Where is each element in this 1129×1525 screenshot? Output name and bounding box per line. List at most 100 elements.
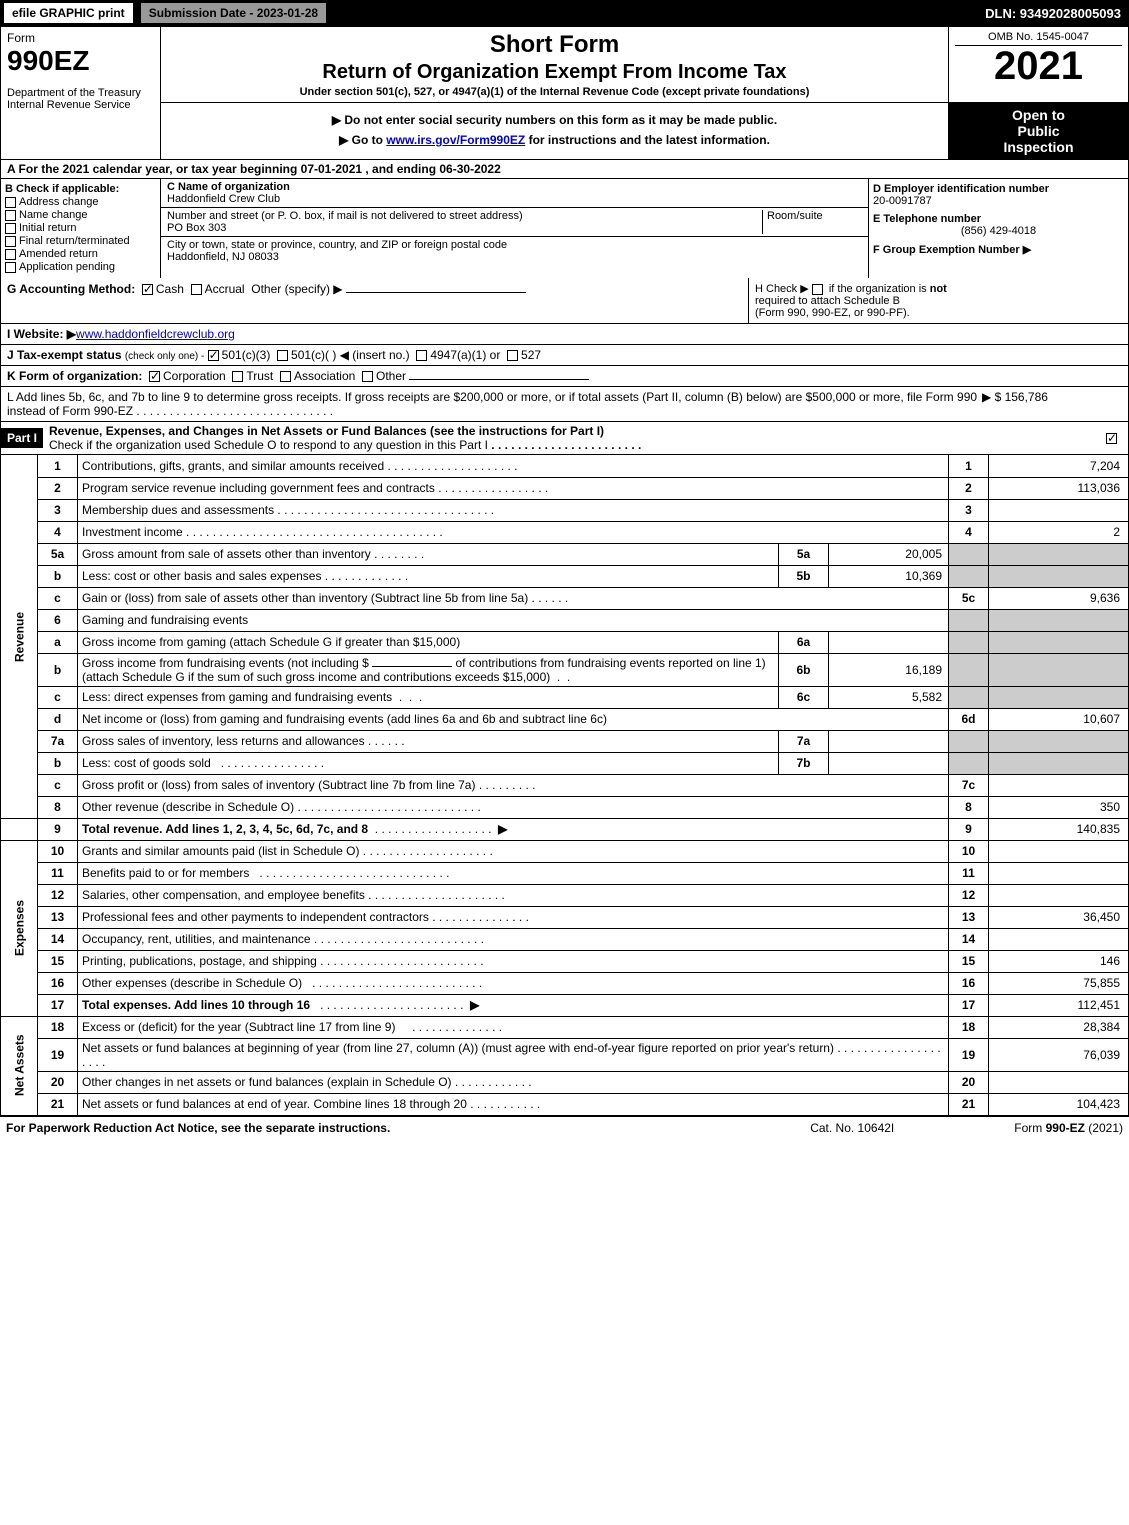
part1-label: Part I (1, 428, 43, 448)
line-10: Expenses 10Grants and similar amounts pa… (1, 840, 1129, 862)
website-link[interactable]: www.haddonfieldcrewclub.org (76, 327, 235, 341)
chk-schedule-b[interactable] (812, 284, 823, 295)
room-suite-label: Room/suite (762, 210, 862, 234)
footer-catno: Cat. No. 10642I (810, 1121, 894, 1135)
addr-label: Number and street (or P. O. box, if mail… (167, 210, 523, 222)
arrow-icon: ▶ (1023, 244, 1031, 256)
ein-value: 20-0091787 (873, 195, 932, 207)
line-l-amount: ▶ $ 156,786 (982, 390, 1122, 418)
goto-post: for instructions and the latest informat… (525, 133, 770, 147)
form-org-label: K Form of organization: (7, 369, 142, 383)
line-16: 16Other expenses (describe in Schedule O… (1, 972, 1129, 994)
tel-value: (856) 429-4018 (873, 225, 1124, 237)
chk-address-change[interactable]: Address change (5, 196, 156, 208)
chk-corporation[interactable] (149, 371, 160, 382)
line-20: 20Other changes in net assets or fund ba… (1, 1071, 1129, 1093)
section-b: B Check if applicable: Address change Na… (1, 179, 161, 278)
chk-other-org[interactable] (362, 371, 373, 382)
row-website: I Website: ▶www.haddonfieldcrewclub.org (0, 324, 1129, 345)
chk-501c[interactable] (277, 350, 288, 361)
opt-association: Association (294, 369, 355, 383)
row-l: L Add lines 5b, 6c, and 7b to line 9 to … (0, 387, 1129, 422)
line-12: 12Salaries, other compensation, and empl… (1, 884, 1129, 906)
chk-application-pending[interactable]: Application pending (5, 261, 156, 273)
opt-527: 527 (521, 348, 541, 362)
irs-link[interactable]: www.irs.gov/Form990EZ (386, 133, 525, 147)
form-word: Form (7, 31, 154, 45)
tax-exempt-note: (check only one) - (125, 351, 204, 362)
line-6d: dNet income or (loss) from gaming and fu… (1, 708, 1129, 730)
tax-year: 2021 (955, 46, 1122, 86)
line-17: 17Total expenses. Add lines 10 through 1… (1, 994, 1129, 1016)
efile-print-button[interactable]: efile GRAPHIC print (4, 3, 133, 23)
opt-501c: 501(c)( ) (291, 348, 336, 362)
line-15: 15Printing, publications, postage, and s… (1, 950, 1129, 972)
chk-4947[interactable] (416, 350, 427, 361)
footer-right: Form 990-EZ (2021) (1014, 1121, 1123, 1135)
opt-501c3: 501(c)(3) (222, 348, 271, 362)
line-9: 9Total revenue. Add lines 1, 2, 3, 4, 5c… (1, 818, 1129, 840)
arrow-icon: ▶ (498, 822, 507, 836)
line-14: 14Occupancy, rent, utilities, and mainte… (1, 928, 1129, 950)
line-2: 2Program service revenue including gover… (1, 477, 1129, 499)
chk-cash[interactable] (142, 284, 153, 295)
goto-pre: ▶ Go to (339, 133, 386, 147)
line-8: 8Other revenue (describe in Schedule O) … (1, 796, 1129, 818)
tax-exempt-label: J Tax-exempt status (7, 348, 122, 362)
line-7b: bLess: cost of goods sold . . . . . . . … (1, 752, 1129, 774)
form-header: Form 990EZ Department of the Treasury In… (0, 26, 1129, 160)
h-text2: if the organization is (829, 283, 930, 295)
form-number: 990EZ (7, 45, 154, 77)
part1-subline: Check if the organization used Schedule … (49, 438, 488, 452)
dept-treasury: Department of the Treasury (7, 87, 154, 99)
h-check-label: H Check ▶ (755, 283, 809, 295)
opt-4947: 4947(a)(1) or (430, 348, 500, 362)
chk-final-return[interactable]: Final return/terminated (5, 235, 156, 247)
chk-schedule-o-part1[interactable] (1106, 433, 1117, 444)
form-subtitle: Under section 501(c), 527, or 4947(a)(1)… (167, 86, 942, 98)
line-1: Revenue 1 Contributions, gifts, grants, … (1, 455, 1129, 477)
chk-initial-return[interactable]: Initial return (5, 222, 156, 234)
lines-table: Revenue 1 Contributions, gifts, grants, … (0, 455, 1129, 1116)
open-to-public-badge: Open to Public Inspection (949, 103, 1128, 159)
line-5a: 5aGross amount from sale of assets other… (1, 543, 1129, 565)
section-b-header: B Check if applicable: (5, 183, 156, 195)
open-line2: Public (953, 123, 1124, 139)
line-11: 11Benefits paid to or for members . . . … (1, 862, 1129, 884)
part1-header: Part I Revenue, Expenses, and Changes in… (0, 422, 1129, 455)
chk-527[interactable] (507, 350, 518, 361)
line-21: 21Net assets or fund balances at end of … (1, 1093, 1129, 1115)
line-18: Net Assets 18Excess or (deficit) for the… (1, 1016, 1129, 1038)
line-13: 13Professional fees and other payments t… (1, 906, 1129, 928)
chk-association[interactable] (280, 371, 291, 382)
row-form-org: K Form of organization: Corporation Trus… (0, 366, 1129, 387)
line-5b: bLess: cost or other basis and sales exp… (1, 565, 1129, 587)
part1-title: Revenue, Expenses, and Changes in Net As… (49, 424, 604, 438)
tel-label: E Telephone number (873, 213, 981, 225)
line-6a: aGross income from gaming (attach Schedu… (1, 631, 1129, 653)
footer-left: For Paperwork Reduction Act Notice, see … (6, 1121, 810, 1135)
chk-accrual[interactable] (191, 284, 202, 295)
website-label: I Website: ▶ (7, 327, 76, 341)
chk-501c3[interactable] (208, 350, 219, 361)
h-text3: required to attach Schedule B (755, 295, 900, 307)
line-5c: cGain or (loss) from sale of assets othe… (1, 587, 1129, 609)
row-tax-exempt: J Tax-exempt status (check only one) - 5… (0, 345, 1129, 366)
accounting-method-label: G Accounting Method: (7, 282, 135, 296)
ein-label: D Employer identification number (873, 183, 1049, 195)
page-footer: For Paperwork Reduction Act Notice, see … (0, 1116, 1129, 1139)
line-19: 19Net assets or fund balances at beginni… (1, 1038, 1129, 1071)
chk-amended-return[interactable]: Amended return (5, 248, 156, 260)
top-bar: efile GRAPHIC print Submission Date - 20… (0, 0, 1129, 26)
section-a-taxyear: A For the 2021 calendar year, or tax yea… (0, 160, 1129, 179)
org-name-label: C Name of organization (167, 181, 290, 193)
form-title-short: Short Form (167, 31, 942, 59)
open-line1: Open to (953, 107, 1124, 123)
chk-name-change[interactable]: Name change (5, 209, 156, 221)
chk-trust[interactable] (232, 371, 243, 382)
form-title-main: Return of Organization Exempt From Incom… (167, 61, 942, 84)
opt-accrual: Accrual (205, 282, 245, 296)
opt-other: Other (specify) ▶ (251, 282, 342, 296)
line-7a: 7aGross sales of inventory, less returns… (1, 730, 1129, 752)
line-l-text: L Add lines 5b, 6c, and 7b to line 9 to … (7, 390, 977, 418)
